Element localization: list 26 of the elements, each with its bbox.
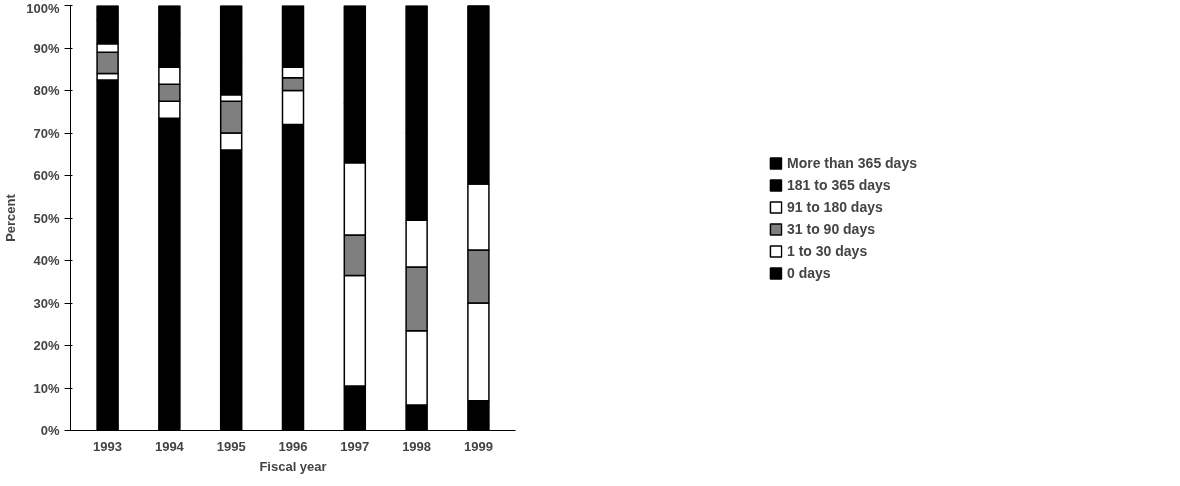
- x-tick-label: 1997: [340, 438, 370, 454]
- legend-label: 181 to 365 days: [787, 176, 891, 193]
- x-tick-label: 1999: [463, 438, 493, 454]
- y-tick-label: 70%: [33, 125, 60, 141]
- y-axis-title: Percent: [3, 193, 19, 242]
- x-tick-label: 1994: [154, 438, 185, 454]
- x-tick-label: 1996: [278, 438, 308, 454]
- y-tick-label: 20%: [33, 338, 60, 353]
- x-tick-label: 1993: [93, 438, 123, 454]
- legend-label: 91 to 180 days: [787, 198, 883, 215]
- legend-label: 31 to 90 days: [787, 220, 875, 237]
- y-tick-label: 10%: [33, 380, 60, 396]
- y-tick-label: 60%: [33, 168, 60, 183]
- legend-label: 1 to 30 days: [787, 242, 868, 259]
- x-tick-label: 1998: [402, 438, 432, 454]
- y-tick-label: 30%: [33, 295, 60, 311]
- y-tick-label: 90%: [33, 40, 60, 56]
- x-tick-label: 1995: [216, 438, 246, 454]
- legend-label: 0 days: [787, 264, 831, 281]
- y-tick-label: 80%: [33, 83, 60, 98]
- legend-label: More than 365 days: [787, 154, 917, 171]
- y-tick-label: 50%: [33, 210, 60, 226]
- y-tick-label: 100%: [26, 0, 60, 16]
- y-tick-label: 40%: [33, 253, 60, 268]
- x-axis-title: Fiscal year: [259, 458, 327, 474]
- y-tick-label: 0%: [40, 423, 60, 438]
